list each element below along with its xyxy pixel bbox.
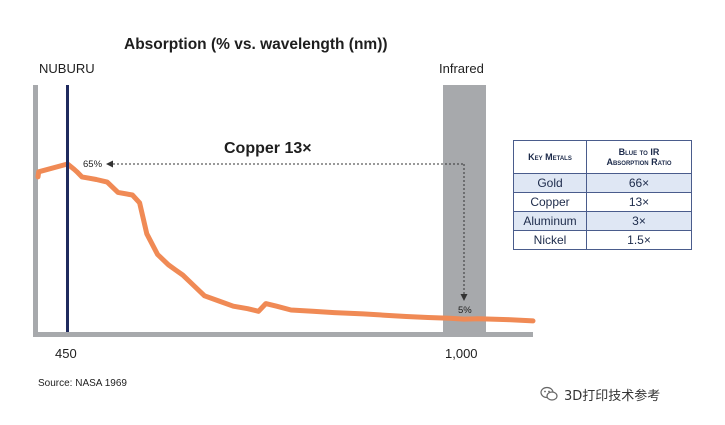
guide-arrow-left <box>106 160 113 168</box>
header-ratio: Blue to IR Absorption Ratio <box>586 140 692 174</box>
header-ratio-line2: Absorption Ratio <box>606 157 672 167</box>
table-header-row: Key Metals Blue to IR Absorption Ratio <box>513 140 692 174</box>
wechat-icon <box>540 386 558 401</box>
key-metals-table: Key Metals Blue to IR Absorption Ratio G… <box>513 140 692 250</box>
chart-title: Absorption (% vs. wavelength (nm)) <box>124 36 388 53</box>
watermark: 3D打印技术参考 <box>540 384 660 404</box>
right-value-label: 5% <box>458 305 472 316</box>
infrared-label: Infrared <box>439 61 484 76</box>
metal-cell: Nickel <box>513 230 587 250</box>
header-key-metals: Key Metals <box>513 140 587 174</box>
nuburu-label: NUBURU <box>39 61 95 76</box>
source-note: Source: NASA 1969 <box>38 378 127 389</box>
ratio-cell: 13× <box>586 192 692 212</box>
table-row: Gold 66× <box>513 173 692 193</box>
metal-cell: Gold <box>513 173 587 193</box>
left-value-label: 65% <box>83 159 103 170</box>
guide-arrow-down <box>460 294 468 301</box>
header-ratio-line1: Blue to IR <box>618 147 660 157</box>
metal-cell: Aluminum <box>513 211 587 231</box>
x-axis <box>33 332 533 337</box>
table-row: Copper 13× <box>513 192 692 212</box>
metal-cell: Copper <box>513 192 587 212</box>
ratio-cell: 66× <box>586 173 692 193</box>
ratio-cell: 3× <box>586 211 692 231</box>
guide-lines <box>106 160 468 301</box>
table-row: Nickel 1.5× <box>513 230 692 250</box>
ratio-cell: 1.5× <box>586 230 692 250</box>
copper-annotation: Copper 13× <box>224 140 312 157</box>
watermark-text: 3D打印技术参考 <box>564 388 661 404</box>
x-tick-1000: 1,000 <box>445 346 478 361</box>
table-row: Aluminum 3× <box>513 211 692 231</box>
x-tick-450: 450 <box>55 346 77 361</box>
absorption-curve <box>35 161 536 324</box>
y-axis <box>33 85 38 337</box>
nuburu-line <box>66 85 69 332</box>
